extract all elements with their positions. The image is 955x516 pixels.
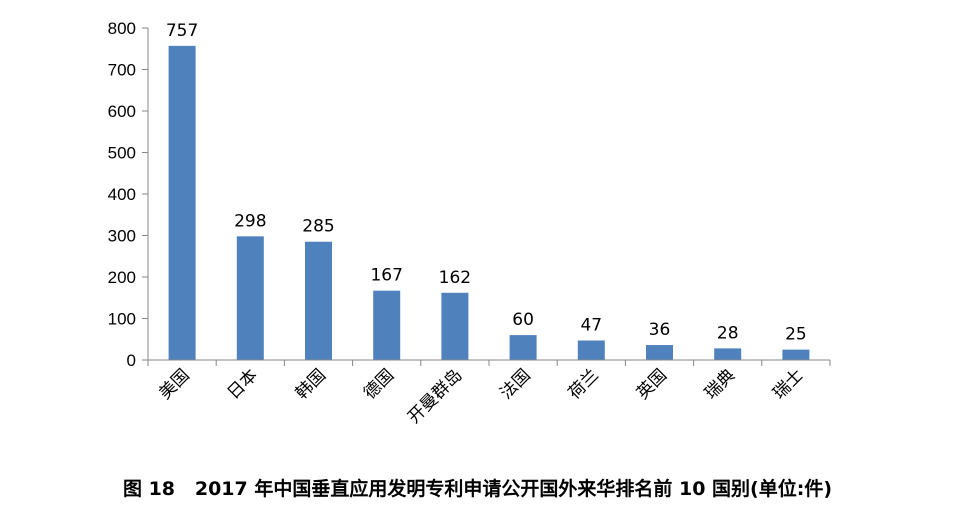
category-label: 开曼群岛 (404, 365, 466, 427)
data-label: 47 (580, 315, 602, 335)
data-label: 757 (166, 21, 198, 41)
y-tick-label: 200 (108, 268, 136, 287)
y-axis: 0 100 200 300 400 500 600 700 800 (108, 19, 149, 370)
y-tick-label: 700 (108, 61, 136, 80)
category-label: 法国 (496, 365, 534, 403)
data-label: 28 (717, 323, 739, 343)
category-label: 日本 (224, 365, 262, 403)
data-label: 25 (785, 325, 807, 345)
data-label: 60 (512, 310, 534, 330)
bar (305, 241, 332, 360)
y-tick-label: 400 (108, 185, 136, 204)
category-label: 韩国 (292, 365, 330, 403)
category-label: 瑞典 (701, 365, 739, 403)
category-labels: 美国 日本 韩国 德国 开曼群岛 法国 荷兰 英国 瑞典 瑞士 (155, 365, 807, 427)
category-label: 德国 (360, 365, 398, 403)
category-label: 瑞士 (769, 365, 807, 403)
figure-caption: 图 18 2017 年中国垂直应用发明专利申请公开国外来华排名前 10 国别(单… (122, 478, 833, 500)
bar (236, 236, 264, 360)
y-tick-label: 500 (108, 144, 136, 163)
data-label: 36 (649, 320, 671, 340)
category-label: 荷兰 (565, 365, 603, 403)
bar (714, 348, 742, 360)
y-tick-label: 600 (108, 102, 136, 121)
bar (646, 345, 673, 360)
x-axis (147, 359, 831, 366)
bar (577, 340, 605, 360)
data-label: 285 (302, 217, 334, 237)
bar (782, 349, 810, 360)
data-label: 162 (439, 268, 471, 288)
category-label: 美国 (155, 365, 193, 403)
bar (373, 290, 401, 360)
bar (441, 292, 469, 360)
y-tick-label: 300 (108, 227, 136, 246)
y-tick-label: 0 (127, 351, 136, 370)
y-tick-label: 100 (108, 310, 136, 329)
bar-chart: 0 100 200 300 400 500 600 700 800 757 298 285 167 16… (108, 19, 831, 428)
category-label: 英国 (633, 365, 671, 403)
data-label: 167 (370, 266, 402, 286)
data-label: 298 (234, 211, 266, 231)
bar (509, 335, 537, 360)
data-labels: 757 298 285 167 162 60 47 36 28 25 (166, 21, 807, 345)
bars (168, 45, 810, 360)
y-tick-label: 800 (108, 19, 136, 38)
bar (168, 45, 196, 360)
